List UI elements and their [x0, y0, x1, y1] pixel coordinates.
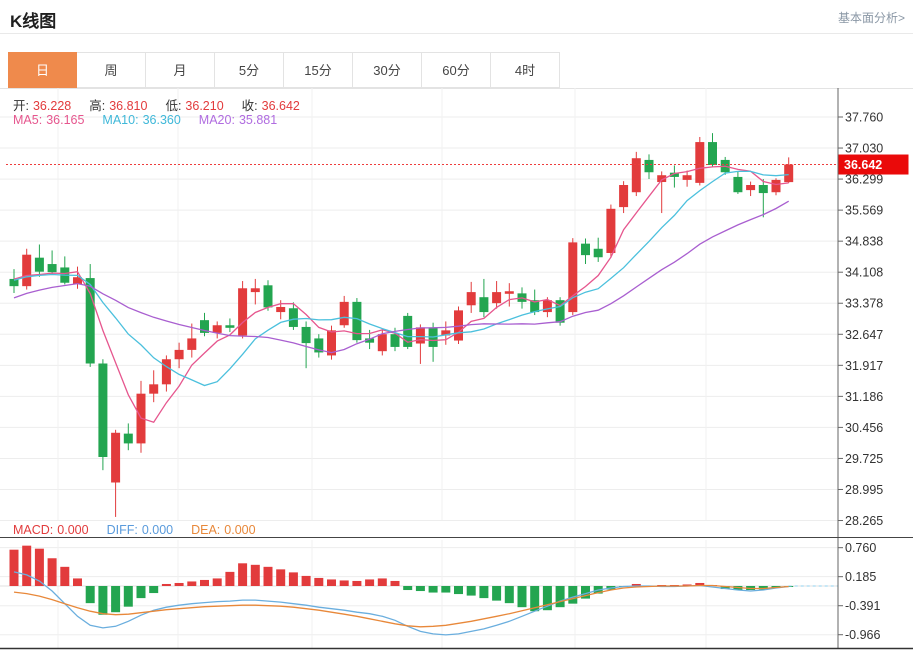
price-axis-label: 35.569 — [845, 204, 883, 218]
macd-item-0: MACD: 0.000 — [13, 523, 93, 537]
macd-readout-row: MACD: 0.000 DIFF: 0.000 DEA: 0.000 — [13, 523, 274, 537]
tab-timeframe-4[interactable]: 15分 — [284, 52, 353, 88]
ma-item-2: MA20: 35.881 — [199, 113, 281, 127]
candles-layer — [9, 133, 794, 517]
macd-axis-label: 0.185 — [845, 570, 876, 584]
price-axis-label: 31.917 — [845, 359, 883, 373]
macd-value-1: 0.000 — [141, 523, 174, 537]
price-axis-label: 28.265 — [845, 514, 883, 528]
ma10-line — [13, 170, 789, 387]
tabs-underline — [0, 88, 913, 89]
price-axis-label: 37.760 — [845, 111, 883, 125]
ma-label-2: MA20: — [198, 113, 235, 127]
ma-item-0: MA5: 36.165 — [13, 113, 88, 127]
ma-label-0: MA5: — [13, 113, 43, 127]
price-axis-label: 29.725 — [845, 452, 883, 466]
axis-layer — [0, 88, 913, 650]
last-price-badge: 36.642 — [838, 154, 909, 175]
ma-readout-row: MA5: 36.165 MA10: 36.360 MA20: 35.881 — [13, 113, 295, 127]
price-axis-label: 32.647 — [845, 328, 883, 342]
ohlc-value-0: 36.228 — [32, 99, 72, 113]
tab-timeframe-0[interactable]: 日 — [8, 52, 77, 88]
last-price-badge-text: 36.642 — [844, 158, 882, 172]
ohlc-value-2: 36.210 — [185, 99, 224, 113]
macd-axis-label: 0.760 — [845, 541, 876, 555]
macd-axis-label: -0.391 — [845, 599, 880, 613]
ohlc-label-2: 低: — [165, 99, 182, 113]
price-axis-label: 37.030 — [845, 142, 883, 156]
macd-value-0: 0.000 — [57, 523, 89, 537]
tab-timeframe-5[interactable]: 30分 — [353, 52, 422, 88]
ohlc-item-3: 收: 36.642 — [242, 99, 304, 113]
ohlc-label-1: 高: — [89, 99, 106, 113]
price-axis-label: 34.838 — [845, 235, 883, 249]
macd-value-2: 0.000 — [224, 523, 256, 537]
page-title: K线图 — [10, 12, 57, 31]
macd-item-1: DIFF: 0.000 — [107, 523, 178, 537]
price-axis-label: 34.108 — [845, 266, 883, 280]
tab-timeframe-6[interactable]: 60分 — [422, 52, 491, 88]
ma-item-1: MA10: 36.360 — [102, 113, 184, 127]
ma-label-1: MA10: — [102, 113, 139, 127]
price-axis-label: 31.186 — [845, 390, 883, 404]
macd-item-2: DEA: 0.000 — [191, 523, 259, 537]
ma5-line — [13, 165, 789, 423]
price-axis-label: 33.378 — [845, 297, 883, 311]
dea-line — [13, 584, 789, 628]
ohlc-readout-row: 开: 36.228 高: 36.810 低: 36.210 收: 36.642 — [13, 95, 318, 114]
ohlc-item-2: 低: 36.210 — [165, 99, 227, 113]
ohlc-item-1: 高: 36.810 — [89, 99, 151, 113]
ma-value-2: 35.881 — [238, 113, 278, 127]
ma20-line — [13, 200, 790, 354]
tab-timeframe-1[interactable]: 周 — [77, 52, 146, 88]
tab-timeframe-2[interactable]: 月 — [146, 52, 215, 88]
ohlc-item-0: 开: 36.228 — [13, 99, 75, 113]
ohlc-value-3: 36.642 — [261, 99, 300, 113]
macd-histogram — [9, 545, 794, 615]
fundamental-analysis-link[interactable]: 基本面分析> — [837, 11, 905, 25]
macd-label-1: DIFF: — [106, 523, 138, 537]
macd-axis-label: -0.966 — [845, 628, 880, 642]
tab-timeframe-7[interactable]: 4时 — [491, 52, 560, 88]
ma-value-1: 36.360 — [142, 113, 181, 127]
grid-layer — [0, 88, 838, 648]
macd-label-2: DEA: — [191, 523, 221, 537]
price-axis-label: 30.456 — [845, 421, 883, 435]
price-axis-labels: 37.760 37.030 36.299 35.569 34.838 34.108 33.3… — [838, 111, 883, 528]
ohlc-label-0: 开: — [13, 99, 29, 113]
ohlc-value-1: 36.810 — [109, 99, 148, 113]
page-header: K线图 基本面分析> — [0, 0, 913, 34]
macd-axis-labels: 0.760 0.185 -0.391 -0.966 — [838, 541, 880, 642]
tab-timeframe-3[interactable]: 5分 — [215, 52, 284, 88]
timeframe-tabs: 日周月 5分 15分 30分 60分 4时 — [8, 52, 560, 88]
price-axis-label: 28.995 — [845, 483, 883, 497]
price-axis-label: 36.299 — [845, 173, 883, 187]
ma-value-0: 36.165 — [46, 113, 85, 127]
ohlc-label-3: 收: — [241, 99, 258, 113]
macd-label-0: MACD: — [13, 523, 54, 537]
